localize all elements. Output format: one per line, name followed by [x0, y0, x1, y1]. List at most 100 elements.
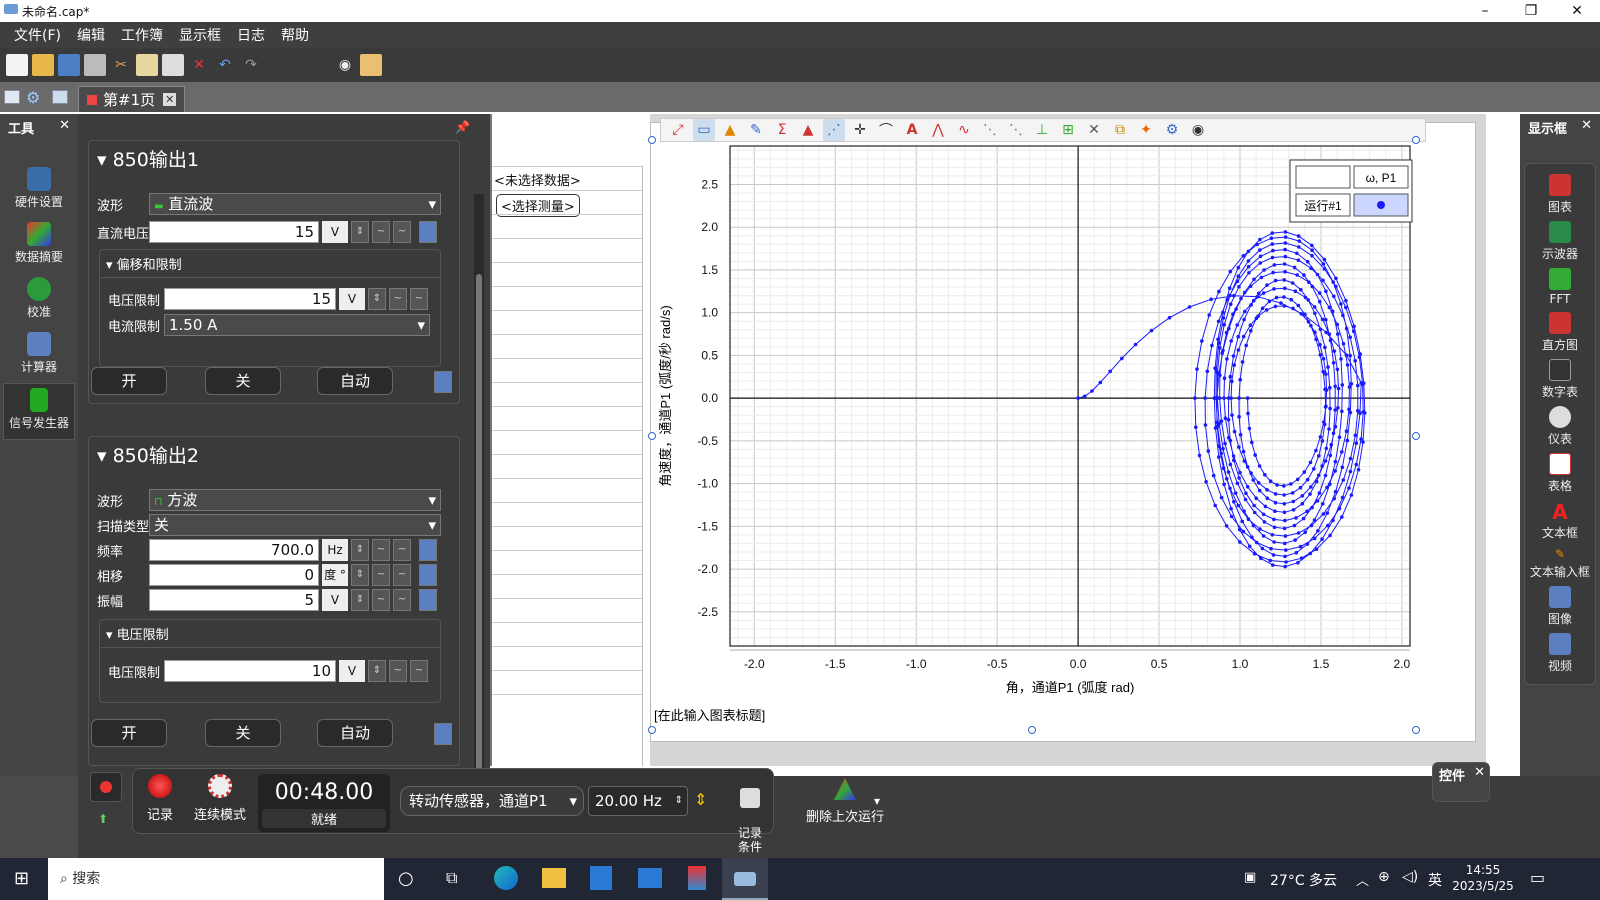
- sensor-select[interactable]: 转动传感器，通道P1 ▾: [400, 786, 584, 816]
- highlight-icon[interactable]: ✎: [750, 122, 762, 138]
- output2-auto-button[interactable]: 自动: [317, 719, 393, 747]
- delete-icon[interactable]: ✕: [193, 57, 205, 73]
- calc-icon[interactable]: [419, 564, 437, 586]
- spinner[interactable]: ⇕: [368, 288, 386, 310]
- increase-icon[interactable]: ~: [393, 539, 411, 561]
- record-button[interactable]: 记录: [140, 774, 180, 823]
- delete-icon[interactable]: ✕: [1088, 122, 1100, 138]
- layout-icon[interactable]: [360, 54, 382, 76]
- output1-on-button[interactable]: 开: [91, 367, 167, 395]
- layers-icon[interactable]: ⧉: [1115, 122, 1125, 138]
- file-explorer-icon[interactable]: [542, 868, 566, 888]
- tool-calibration[interactable]: 校准: [3, 273, 75, 324]
- display-scope[interactable]: 示波器: [1525, 221, 1595, 262]
- output2-header[interactable]: ▾ 850输出2: [89, 437, 459, 472]
- crosshair-icon[interactable]: ✛: [854, 122, 866, 138]
- menu-edit[interactable]: 编辑: [76, 28, 105, 44]
- vlimit-unit[interactable]: V: [339, 288, 365, 310]
- resize-handle[interactable]: [1412, 726, 1420, 734]
- pin-icon[interactable]: 📌: [455, 120, 470, 134]
- calc-icon[interactable]: [434, 371, 452, 393]
- output1-auto-button[interactable]: 自动: [317, 367, 393, 395]
- windows-start-icon[interactable]: ⊞: [14, 868, 30, 889]
- limits-header[interactable]: ▾ 偏移和限制: [100, 250, 440, 278]
- points-icon[interactable]: ⋱: [983, 122, 997, 138]
- calc-icon[interactable]: [419, 539, 437, 561]
- output1-ilimit-select[interactable]: 1.50 A: [164, 314, 430, 336]
- triangle-icon[interactable]: ▲: [802, 122, 814, 138]
- menu-workbook[interactable]: 工作簿: [120, 28, 163, 44]
- calc-icon[interactable]: [434, 723, 452, 745]
- scrollbar-thumb[interactable]: [476, 274, 482, 774]
- output2-vlimit-input[interactable]: 10: [164, 660, 336, 682]
- output1-vlimit-input[interactable]: 15: [164, 288, 336, 310]
- output2-sweep-select[interactable]: 关: [149, 514, 441, 536]
- increase-icon[interactable]: ~: [393, 564, 411, 586]
- network-icon[interactable]: ⊕: [1378, 869, 1390, 885]
- scale-icon[interactable]: ⤢: [672, 122, 684, 138]
- points2-icon[interactable]: ⋱: [1009, 122, 1023, 138]
- decrease-icon[interactable]: ~: [389, 660, 407, 682]
- clock[interactable]: 14:55 2023/5/25: [1452, 862, 1514, 894]
- phase-plot[interactable]: -2.0 -1.5 -1.0 -0.5 0.0 0.5 1.0 1.5 2.0 2.5 2.0 1.5…: [650, 114, 1486, 766]
- spinner[interactable]: ⇕: [351, 221, 369, 243]
- copy-icon[interactable]: [136, 54, 158, 76]
- print-icon[interactable]: [84, 54, 106, 76]
- panel-scrollbar[interactable]: [474, 194, 484, 774]
- weather-text[interactable]: 27°C 多云: [1270, 873, 1338, 889]
- adjust-icon[interactable]: ⇕: [694, 790, 708, 809]
- undo-icon[interactable]: ↶: [219, 57, 231, 73]
- display-text-entry[interactable]: ✎ 文本输入框: [1525, 547, 1595, 580]
- tool-hardware-setup[interactable]: 硬件设置: [3, 163, 75, 214]
- phase-unit[interactable]: 度 °: [322, 564, 348, 586]
- redo-icon[interactable]: ↷: [245, 57, 257, 73]
- output1-dc-input[interactable]: 15: [149, 221, 319, 243]
- output1-off-button[interactable]: 关: [205, 367, 281, 395]
- resize-handle[interactable]: [1412, 432, 1420, 440]
- continuous-mode-button[interactable]: 连续模式: [188, 774, 252, 823]
- cut-icon[interactable]: ✂: [115, 57, 127, 73]
- increase-icon[interactable]: ~: [410, 660, 428, 682]
- volume-icon[interactable]: ◁): [1402, 869, 1419, 885]
- resize-handle[interactable]: [648, 432, 656, 440]
- output2-freq-input[interactable]: 700.0: [149, 539, 319, 561]
- freq-unit[interactable]: Hz: [322, 539, 348, 561]
- settings-icon[interactable]: ⚙: [26, 88, 41, 107]
- pin-icon[interactable]: ✦: [1140, 122, 1152, 138]
- maximize-button[interactable]: ❐: [1524, 3, 1538, 19]
- decrease-icon[interactable]: ~: [372, 564, 390, 586]
- output2-amp-input[interactable]: 5: [149, 589, 319, 611]
- display-digits[interactable]: 数字表: [1525, 359, 1595, 400]
- spinner[interactable]: ⇕: [351, 564, 369, 586]
- display-video[interactable]: 视频: [1525, 633, 1595, 674]
- curve-icon[interactable]: ∿: [958, 122, 970, 138]
- tab-page-1[interactable]: 第#1页 ✕: [78, 86, 186, 112]
- display-textbox[interactable]: A 文本框: [1525, 500, 1595, 541]
- output1-header[interactable]: ▾ 850输出1: [89, 141, 459, 176]
- decrease-icon[interactable]: ~: [389, 288, 407, 310]
- notification-icon[interactable]: ▭: [1530, 868, 1546, 887]
- camera-icon[interactable]: ◉: [338, 57, 352, 73]
- output1-waveform-select[interactable]: ▬ 直流波: [149, 193, 441, 215]
- axis-icon[interactable]: ⊥: [1035, 122, 1049, 138]
- increase-icon[interactable]: ~: [393, 221, 411, 243]
- spinner[interactable]: ⇕: [351, 589, 369, 611]
- sample-rate-input[interactable]: 20.00 Hz ⇕: [588, 786, 688, 816]
- chevron-down-icon[interactable]: ▾: [874, 794, 881, 808]
- display-meter[interactable]: 仪表: [1525, 406, 1595, 447]
- tools-close-icon[interactable]: ✕: [59, 118, 70, 133]
- resize-handle[interactable]: [1412, 136, 1420, 144]
- text-icon[interactable]: A: [906, 122, 918, 138]
- tab-close-icon[interactable]: ✕: [163, 93, 177, 106]
- amp-unit[interactable]: V: [322, 589, 348, 611]
- display-fft[interactable]: FFT: [1525, 268, 1595, 306]
- output2-phase-input[interactable]: 0: [149, 564, 319, 586]
- settings-icon[interactable]: ⚙: [1165, 122, 1179, 138]
- display-table[interactable]: 表格: [1525, 453, 1595, 494]
- resize-handle[interactable]: [648, 136, 656, 144]
- display-image[interactable]: 图像: [1525, 586, 1595, 627]
- vlimit-unit[interactable]: V: [339, 660, 365, 682]
- grid-icon[interactable]: [52, 90, 68, 104]
- menu-help[interactable]: 帮助: [280, 28, 309, 44]
- output2-waveform-select[interactable]: ⊓ 方波: [149, 489, 441, 511]
